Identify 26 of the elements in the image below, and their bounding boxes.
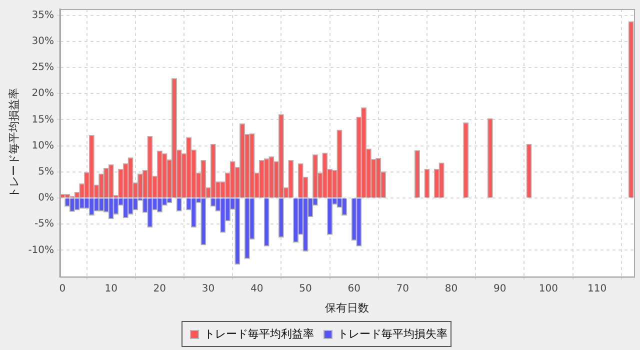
y-tick-label: 30%	[32, 36, 54, 47]
y-tick-label: 0%	[38, 192, 54, 204]
legend-label: トレード毎平均損失率	[338, 327, 448, 340]
x-tick-label: 0	[59, 283, 66, 294]
y-tick-label: 10%	[32, 140, 54, 152]
x-tick-label: 60	[348, 283, 360, 294]
legend-label: トレード毎平均利益率	[204, 327, 314, 340]
x-tick-label: 30	[202, 283, 215, 294]
x-tick-label: 50	[299, 283, 312, 294]
y-axis-title: トレード毎平均損益率	[7, 88, 20, 198]
y-tick-label: -10%	[28, 244, 54, 256]
x-tick-label: 110	[588, 283, 607, 294]
y-tick-label: 15%	[32, 114, 54, 126]
x-tick-label: 80	[444, 283, 458, 294]
x-tick-label: 40	[250, 283, 264, 294]
x-tick-label: 90	[493, 283, 506, 294]
x-tick-label: 10	[104, 283, 118, 294]
y-tick-label: 20%	[32, 88, 54, 100]
x-axis-title: 保有日数	[325, 301, 370, 314]
x-tick-label: 20	[153, 283, 166, 294]
y-tick-label: 5%	[38, 166, 54, 178]
y-tick-label: 35%	[32, 10, 54, 21]
y-tick-label: -5%	[34, 218, 54, 230]
y-tick-label: 25%	[32, 62, 54, 74]
x-tick-label: 100	[538, 283, 558, 294]
x-tick-label: 70	[396, 283, 410, 294]
